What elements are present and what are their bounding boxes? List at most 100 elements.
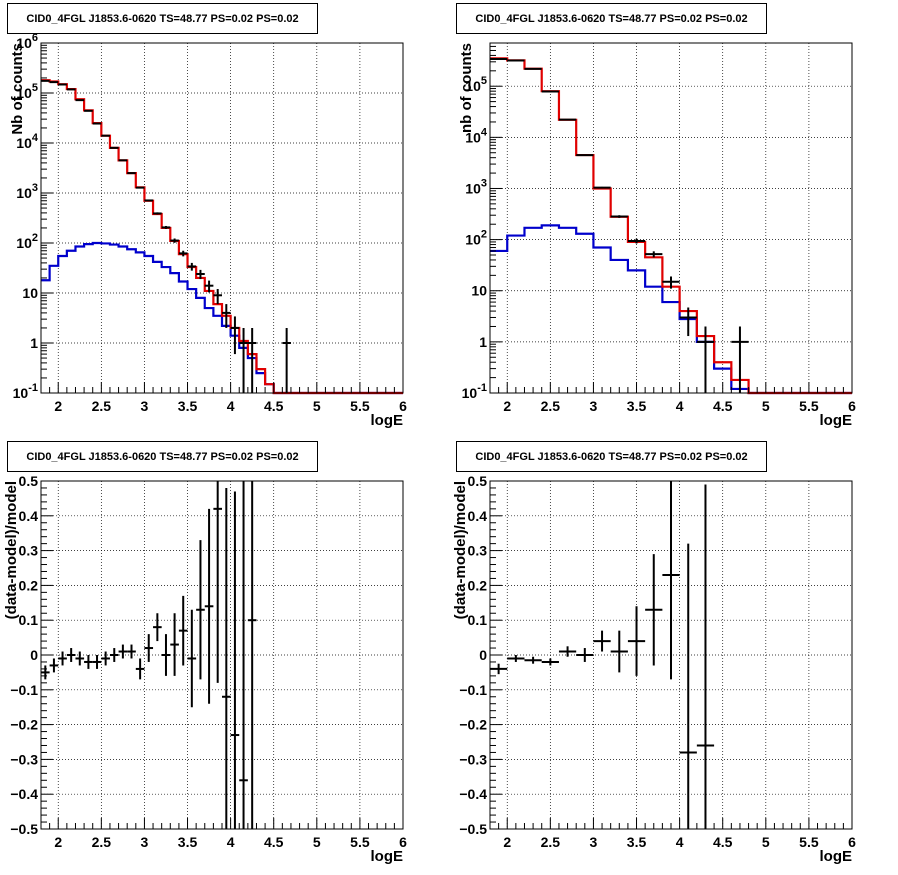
x-axis: 2 2.5 3 3.5 4 4.5 5 5.5 6 (489, 818, 856, 850)
x-axis-label: logE (371, 848, 404, 865)
data-point (662, 276, 680, 289)
x-tick-label: 4 (676, 834, 684, 850)
x-tick-label: 4 (227, 834, 235, 850)
x-tick-label: 2.5 (92, 834, 112, 850)
data-point (101, 651, 110, 666)
chart-title: CID0_4FGL J1853.6-0620 TS=48.77 PS=0.02 … (456, 3, 767, 34)
plot-area (41, 480, 404, 830)
data-point (127, 644, 136, 659)
y-tick-label: −0.2 (459, 717, 487, 733)
y-tick-label: 1 (479, 334, 487, 350)
y-tick-label: 0.1 (468, 612, 488, 628)
x-axis-label: logE (820, 848, 853, 865)
x-tick-label: 2 (54, 398, 62, 414)
x-tick-label: 5 (313, 834, 321, 850)
plot-area (41, 42, 404, 395)
x-tick-label: 2 (503, 834, 511, 850)
y-axis-label: (data-model)/model (3, 481, 20, 619)
y-tick-label: 104 (16, 132, 39, 151)
y-tick-label: 0.4 (19, 508, 39, 524)
data-point (593, 186, 611, 189)
data-point (153, 613, 162, 642)
plot-area (490, 43, 853, 395)
y-tick-label: −0.4 (459, 786, 487, 802)
y-tick-label: 10 (471, 283, 487, 299)
data-point (679, 543, 697, 829)
plot-frame (489, 42, 853, 394)
x-tick-label: 3.5 (627, 398, 647, 414)
data-point (178, 250, 188, 257)
y-tick-label: 0.3 (468, 543, 488, 559)
y-tick-label: 0.1 (19, 612, 39, 628)
data-point (170, 238, 179, 243)
data-point (170, 613, 179, 676)
data-points (490, 58, 749, 393)
y-axis-label: (data-model)/model (452, 481, 469, 619)
data-points (41, 79, 291, 393)
x-tick-label: 4 (676, 398, 684, 414)
x-tick-label: 3 (590, 398, 598, 414)
y-tick-label: 0 (30, 647, 38, 663)
x-axis: 2 2.5 3 3.5 4 4.5 5 5.5 6 (489, 382, 856, 414)
y-tick-label: −0.4 (10, 786, 38, 802)
data-point (696, 484, 715, 829)
x-axis: 2 2.5 3 3.5 4 4.5 5 5.5 6 (40, 818, 407, 850)
x-tick-label: 5 (313, 398, 321, 414)
x-tick-label: 6 (399, 398, 407, 414)
data-point (161, 225, 171, 229)
x-axis-label: logE (371, 412, 404, 429)
x-tick-label: 5 (762, 398, 770, 414)
data-point (230, 491, 240, 829)
x-tick-label: 3 (141, 398, 149, 414)
data-point (679, 307, 697, 337)
x-tick-label: 4.5 (713, 398, 733, 414)
y-tick-label: 106 (16, 32, 38, 51)
y-tick-label: 105 (16, 82, 38, 101)
pad-counts-coarse: 2 2.5 3 3.5 4 4.5 5 5.5 6 logE 10-1 1 10 102 103 104 105… (449, 0, 898, 437)
data-point (213, 289, 222, 305)
y-tick-label: 103 (16, 182, 38, 201)
data-point (135, 658, 145, 680)
x-tick-label: 6 (848, 834, 856, 850)
data-point (144, 634, 154, 662)
x-tick-label: 4.5 (264, 834, 284, 850)
plot-area (490, 480, 853, 830)
data-point (49, 658, 59, 673)
x-tick-label: 5.5 (350, 398, 370, 414)
data-point (144, 199, 154, 202)
data-point (731, 326, 749, 393)
x-tick-label: 6 (848, 398, 856, 414)
data-point (222, 487, 231, 829)
y-tick-label: −0.5 (459, 821, 487, 837)
data-point (58, 651, 67, 666)
y-tick-label: −0.5 (10, 821, 38, 837)
x-tick-label: 2.5 (92, 398, 112, 414)
x-tick-label: 4.5 (264, 398, 284, 414)
data-point (66, 648, 76, 662)
data-point (187, 609, 197, 708)
y-tick-label: −0.3 (10, 751, 38, 767)
data-point (153, 212, 162, 215)
data-point (627, 238, 646, 244)
y-tick-label: −0.2 (10, 717, 38, 733)
chart-title: CID0_4FGL J1853.6-0620 TS=48.77 PS=0.02 … (7, 441, 318, 472)
data-point (239, 327, 248, 393)
data-point (118, 644, 128, 659)
data-point (507, 655, 525, 662)
data-point (576, 154, 594, 157)
data-point (645, 251, 663, 258)
y-axis: −0.5 −0.4 −0.3 −0.2 −0.1 0 0.1 0.2 0.3 0.4 0.5 (459, 473, 502, 837)
plot-frame (40, 42, 404, 394)
data-point (118, 159, 128, 162)
data-point (178, 595, 188, 666)
data-point (222, 304, 231, 328)
y-tick-label: 0.5 (468, 473, 488, 489)
y-tick-label: 0.3 (19, 543, 39, 559)
data-point (204, 508, 214, 704)
data-point (610, 215, 628, 218)
data-point (196, 540, 205, 680)
data-point (239, 481, 248, 829)
y-axis: 10-1 1 10 102 103 104 105 (462, 42, 502, 401)
y-tick-label: 0.2 (468, 577, 488, 593)
chart-title: CID0_4FGL J1853.6-0620 TS=48.77 PS=0.02 … (7, 3, 318, 34)
